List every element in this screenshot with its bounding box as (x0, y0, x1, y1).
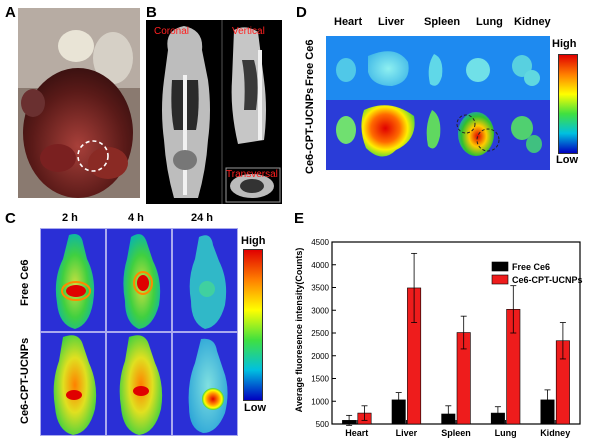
coronal-label: Coronal (154, 26, 190, 37)
panel-b-letter: B (146, 4, 157, 21)
y-tick-label: 4000 (311, 261, 329, 270)
bar-chart: Average fluoresence intensity(Counts) 50… (294, 238, 583, 438)
organ-label-heart: Heart (334, 16, 363, 28)
time-label-2h: 2 h (62, 212, 78, 224)
y-axis-label: Average fluoresence intensity(Counts) (294, 248, 304, 413)
y-tick-label: 500 (316, 420, 330, 429)
mouse-ucnps-2h (40, 332, 106, 436)
organ-label-liver: Liver (378, 16, 405, 28)
transversal-label: Transversal (226, 169, 278, 180)
legend-swatch (491, 261, 509, 272)
x-tick-label: Lung (495, 428, 517, 438)
organ-label-spleen: Spleen (424, 16, 461, 28)
y-tick-label: 1500 (311, 375, 329, 384)
x-tick-label: Spleen (441, 428, 471, 438)
organ-fluorescence-images (326, 36, 550, 170)
panel-c-colorbar (243, 249, 263, 401)
y-tick-label: 2500 (311, 329, 329, 338)
panel-c-letter: C (5, 210, 16, 227)
mouse-free-ce6-24h (172, 228, 238, 332)
organ-label-kidney: Kidney (514, 16, 551, 28)
organ-label-lung: Lung (476, 16, 503, 28)
dissection-photo (18, 8, 140, 198)
time-label-4h: 4 h (128, 212, 144, 224)
ct-scans: Coronal Vertical Transversal (146, 20, 282, 204)
y-tick-label: 2000 (311, 352, 329, 361)
panel-d-colorbar-low: Low (556, 154, 578, 166)
panel-c-colorbar-high: High (241, 235, 266, 247)
panel-c-row-free-ce6: Free Ce6 (19, 259, 31, 306)
x-tick-label: Liver (396, 428, 418, 438)
mouse-ucnps-4h (106, 332, 172, 436)
panel-d-row-ucnps: Ce6-CPT-UCNPs (304, 87, 316, 174)
y-tick-label: 3000 (311, 306, 329, 315)
x-tick-label: Kidney (540, 428, 570, 438)
mouse-free-ce6-2h (40, 228, 106, 332)
panel-a-letter: A (5, 4, 16, 21)
x-tick-label: Heart (345, 428, 368, 438)
vertical-label: Vertical (232, 26, 265, 37)
mouse-free-ce6-4h (106, 228, 172, 332)
panel-d-letter: D (296, 4, 307, 21)
panel-d-colorbar-high: High (552, 38, 577, 50)
legend-swatch (491, 274, 509, 285)
panel-d-colorbar (558, 54, 578, 154)
y-tick-label: 4500 (311, 238, 329, 247)
time-label-24h: 24 h (191, 212, 214, 224)
y-tick-label: 1000 (311, 397, 329, 406)
y-tick-label: 3500 (311, 284, 329, 293)
mouse-ucnps-24h (172, 332, 238, 436)
panel-e-letter: E (294, 210, 305, 227)
legend-label: Free Ce6 (512, 262, 550, 272)
legend-label: Ce6-CPT-UCNPs (512, 275, 583, 285)
panel-d-row-free-ce6: Free Ce6 (304, 39, 316, 86)
panel-c-colorbar-low: Low (244, 402, 266, 414)
panel-c-row-ucnps: Ce6-CPT-UCNPs (19, 337, 31, 424)
